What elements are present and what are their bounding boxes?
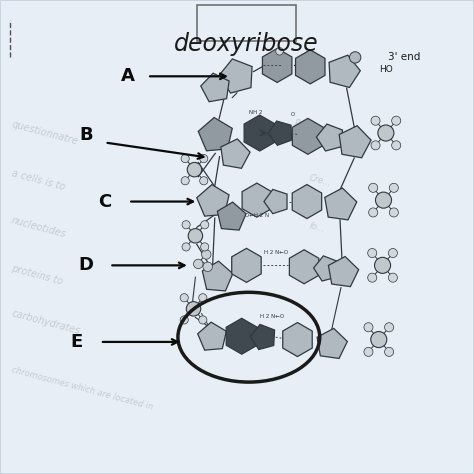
Circle shape [186,301,201,316]
Polygon shape [202,261,233,291]
Polygon shape [317,124,343,151]
Polygon shape [244,115,275,151]
Circle shape [203,262,212,272]
Circle shape [389,208,398,217]
Circle shape [368,248,377,257]
Polygon shape [263,48,292,82]
Circle shape [392,116,401,125]
Polygon shape [242,183,272,217]
Circle shape [182,221,190,229]
Circle shape [193,259,203,269]
Polygon shape [197,184,229,216]
Circle shape [349,52,361,63]
Polygon shape [289,250,319,284]
Polygon shape [295,50,325,84]
Circle shape [375,192,392,208]
Text: fo...: fo... [308,221,326,234]
Polygon shape [218,202,246,230]
Polygon shape [292,118,323,155]
Text: H 2 N←O: H 2 N←O [260,314,284,319]
Text: C: C [98,192,111,210]
Circle shape [180,316,188,324]
Circle shape [182,243,190,251]
Polygon shape [317,328,347,358]
Polygon shape [198,322,227,350]
Text: questionnatre: questionnatre [10,119,79,146]
Circle shape [369,208,378,217]
Circle shape [388,273,397,282]
Circle shape [181,155,189,163]
Polygon shape [339,126,371,158]
Circle shape [364,323,373,332]
Text: HO: HO [379,65,392,74]
Text: B: B [79,127,92,145]
Text: E: E [70,333,82,351]
Circle shape [392,141,401,150]
Circle shape [180,294,188,302]
Circle shape [201,221,209,229]
Text: A: A [121,67,135,85]
Polygon shape [219,59,252,93]
Polygon shape [283,322,312,356]
Text: D: D [78,256,93,274]
Circle shape [371,141,380,150]
Circle shape [187,163,202,177]
Circle shape [364,347,373,356]
Circle shape [369,183,378,192]
Circle shape [374,257,391,273]
Circle shape [378,125,394,141]
Polygon shape [329,55,360,88]
Circle shape [201,243,209,251]
Polygon shape [314,256,338,281]
Text: chromosomes which are located in: chromosomes which are located in [10,365,154,411]
Text: Cre...: Cre... [308,173,332,188]
Circle shape [181,177,189,185]
Circle shape [371,116,380,125]
Text: H 2 N←O: H 2 N←O [264,249,288,255]
Polygon shape [328,256,359,287]
Circle shape [201,250,211,259]
Circle shape [188,228,203,243]
Polygon shape [201,73,229,102]
Text: a cells is to: a cells is to [10,168,66,192]
Text: carbohydrates: carbohydrates [10,308,81,336]
Text: nucleotides: nucleotides [10,215,67,240]
Text: proteins to: proteins to [10,263,64,286]
Circle shape [368,273,377,282]
Polygon shape [250,324,274,349]
Circle shape [384,347,393,356]
Polygon shape [268,121,292,146]
FancyBboxPatch shape [197,5,296,41]
Text: O: O [291,112,295,118]
Polygon shape [198,118,232,151]
Circle shape [200,177,208,185]
Text: O←H 2 N: O←H 2 N [245,213,269,218]
Polygon shape [232,248,261,283]
Circle shape [276,47,283,55]
Text: NH 2: NH 2 [249,110,263,115]
Circle shape [388,248,397,257]
Polygon shape [226,318,257,354]
Circle shape [200,155,208,163]
Polygon shape [221,139,250,168]
Text: 3' end: 3' end [388,53,420,63]
Circle shape [199,316,207,324]
Polygon shape [264,190,287,214]
Circle shape [371,331,387,347]
Text: Part 2 DNA Function: Part 2 DNA Function [294,118,377,148]
Polygon shape [325,188,357,220]
Circle shape [389,183,398,192]
Circle shape [384,323,393,332]
Polygon shape [292,184,322,219]
Circle shape [199,294,207,302]
Text: deoxyribose: deoxyribose [174,32,319,56]
